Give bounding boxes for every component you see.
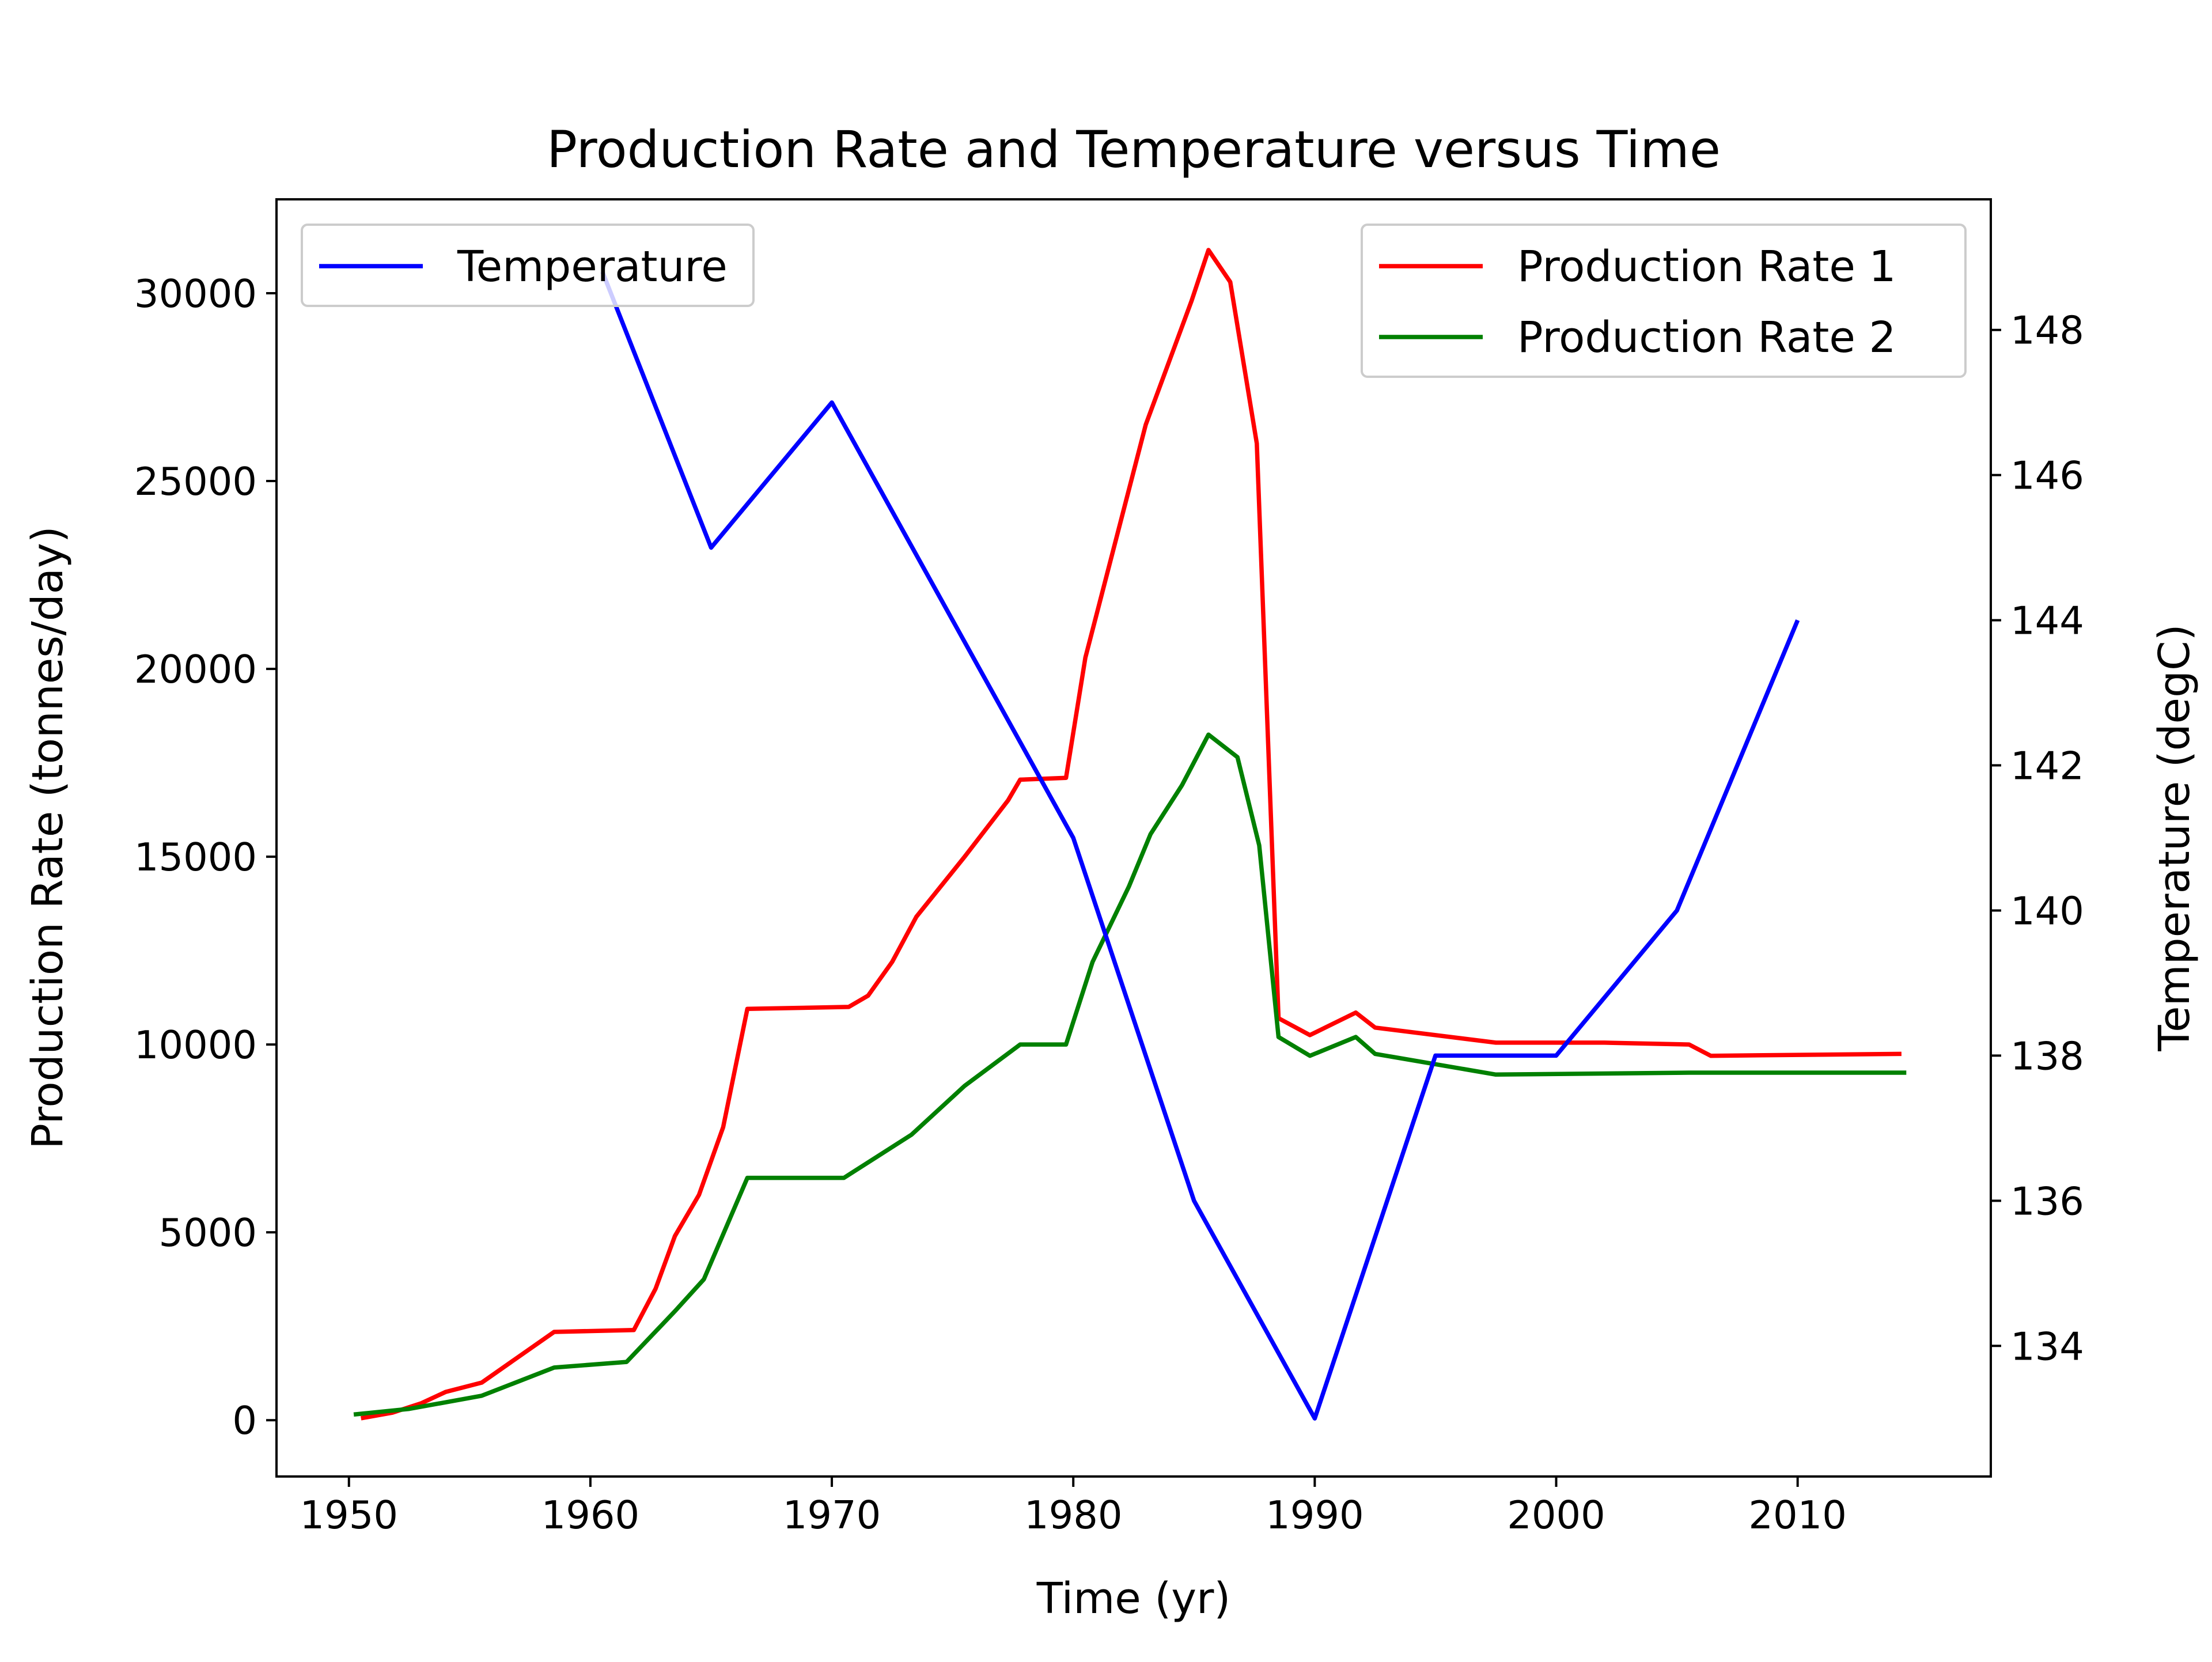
x-axis-label: Time (yr) <box>1036 1574 1231 1623</box>
y-right-tick-label-148: 148 <box>2010 308 2084 353</box>
x-tick-label-1950: 1950 <box>300 1493 398 1538</box>
y-left-tick-label-25000: 25000 <box>134 459 257 504</box>
series-line-temperature <box>600 271 1800 1421</box>
legend-label-temperature: Temperature <box>457 242 728 291</box>
legend-upper-left: Temperature <box>301 224 755 307</box>
y-right-tick-label-136: 136 <box>2010 1179 2084 1224</box>
y-right-tick-label-138: 138 <box>2010 1033 2084 1078</box>
series-line-production-rate-2 <box>353 732 1907 1417</box>
chart-title: Production Rate and Temperature versus T… <box>547 120 1721 179</box>
y-right-tick-label-140: 140 <box>2010 888 2084 933</box>
x-tick-label-1970: 1970 <box>783 1493 881 1538</box>
y-left-tick-label-20000: 20000 <box>134 647 257 692</box>
y-right-tick-label-146: 146 <box>2010 453 2084 498</box>
y-axis-label-left: Production Rate (tonnes/day) <box>23 526 73 1149</box>
y-axis-label-right: Temperature (degC) <box>2150 624 2199 1051</box>
x-tick-label-1990: 1990 <box>1266 1493 1364 1538</box>
legend-label-production-rate-2: Production Rate 2 <box>1517 313 1896 362</box>
y-left-tick-label-10000: 10000 <box>134 1023 257 1067</box>
y-left-tick-label-15000: 15000 <box>134 835 257 880</box>
y-left-tick-label-5000: 5000 <box>158 1210 257 1255</box>
y-right-tick-label-134: 134 <box>2010 1324 2084 1369</box>
y-right-tick-label-142: 142 <box>2010 744 2084 789</box>
series-line-production-rate-1 <box>361 248 1902 1421</box>
x-tick-label-1960: 1960 <box>541 1493 640 1538</box>
y-left-tick-label-30000: 30000 <box>134 271 257 316</box>
legend-label-production-rate-1: Production Rate 1 <box>1517 242 1896 291</box>
x-tick-label-2000: 2000 <box>1507 1493 1605 1538</box>
legend-box <box>301 224 755 307</box>
y-right-tick-label-144: 144 <box>2010 599 2084 643</box>
x-tick-label-1980: 1980 <box>1024 1493 1123 1538</box>
legend-upper-right: Production Rate 1 Production Rate 2 <box>1361 224 1967 378</box>
y-left-tick-label-0: 0 <box>232 1398 257 1443</box>
x-tick-label-2010: 2010 <box>1748 1493 1847 1538</box>
legend-box <box>1361 224 1967 378</box>
plot-frame <box>275 198 1992 1478</box>
